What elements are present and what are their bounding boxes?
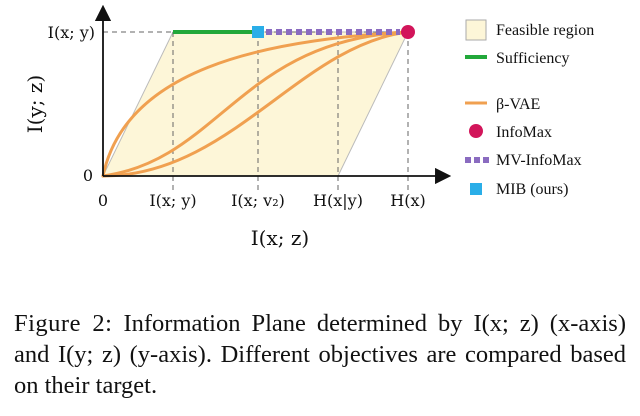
infomax-marker	[401, 25, 415, 39]
legend-swatch-mib	[470, 183, 482, 195]
legend-feasible: Feasible region	[496, 22, 594, 39]
caption-text: Information Plane determined by I(x; z) …	[14, 310, 626, 399]
legend-swatch-infomax	[469, 124, 483, 138]
x-tick-hxy: H(x|y)	[313, 191, 363, 210]
figure-caption: Figure 2: Information Plane determined b…	[14, 308, 626, 401]
legend-beta-vae: β-VAE	[496, 96, 540, 113]
legend: Feasible region Sufficiency β-VAE InfoMa…	[465, 19, 594, 198]
x-axis-title: I(x; z)	[251, 226, 309, 250]
x-tick-ixy: I(x; y)	[149, 191, 196, 210]
beta-vae-curve-middle	[101, 30, 410, 178]
legend-mv-infomax: MV-InfoMax	[496, 152, 582, 169]
beta-vae-curve-lower	[101, 30, 410, 178]
beta-vae-curves	[101, 30, 410, 178]
y-tick-zero: 0	[83, 166, 93, 185]
y-axis-title: I(y; z)	[23, 75, 47, 133]
x-tick-hx: H(x)	[390, 191, 425, 210]
legend-infomax: InfoMax	[496, 124, 552, 141]
y-tick-top: I(x; y)	[48, 23, 95, 42]
x-tick-0: 0	[98, 191, 108, 210]
beta-vae-curve-upper	[101, 30, 410, 178]
information-plane-figure: I(x; y) 0 I(y; z) 0 I(x; y) I(x; v₂) H(x…	[23, 4, 594, 250]
legend-swatch-feasible	[465, 19, 487, 41]
x-tick-ixv2: I(x; v₂)	[231, 191, 285, 210]
caption-label: Figure 2:	[14, 310, 113, 337]
legend-mib: MIB (ours)	[496, 181, 568, 198]
mib-marker	[252, 26, 264, 38]
legend-sufficiency: Sufficiency	[496, 50, 569, 67]
